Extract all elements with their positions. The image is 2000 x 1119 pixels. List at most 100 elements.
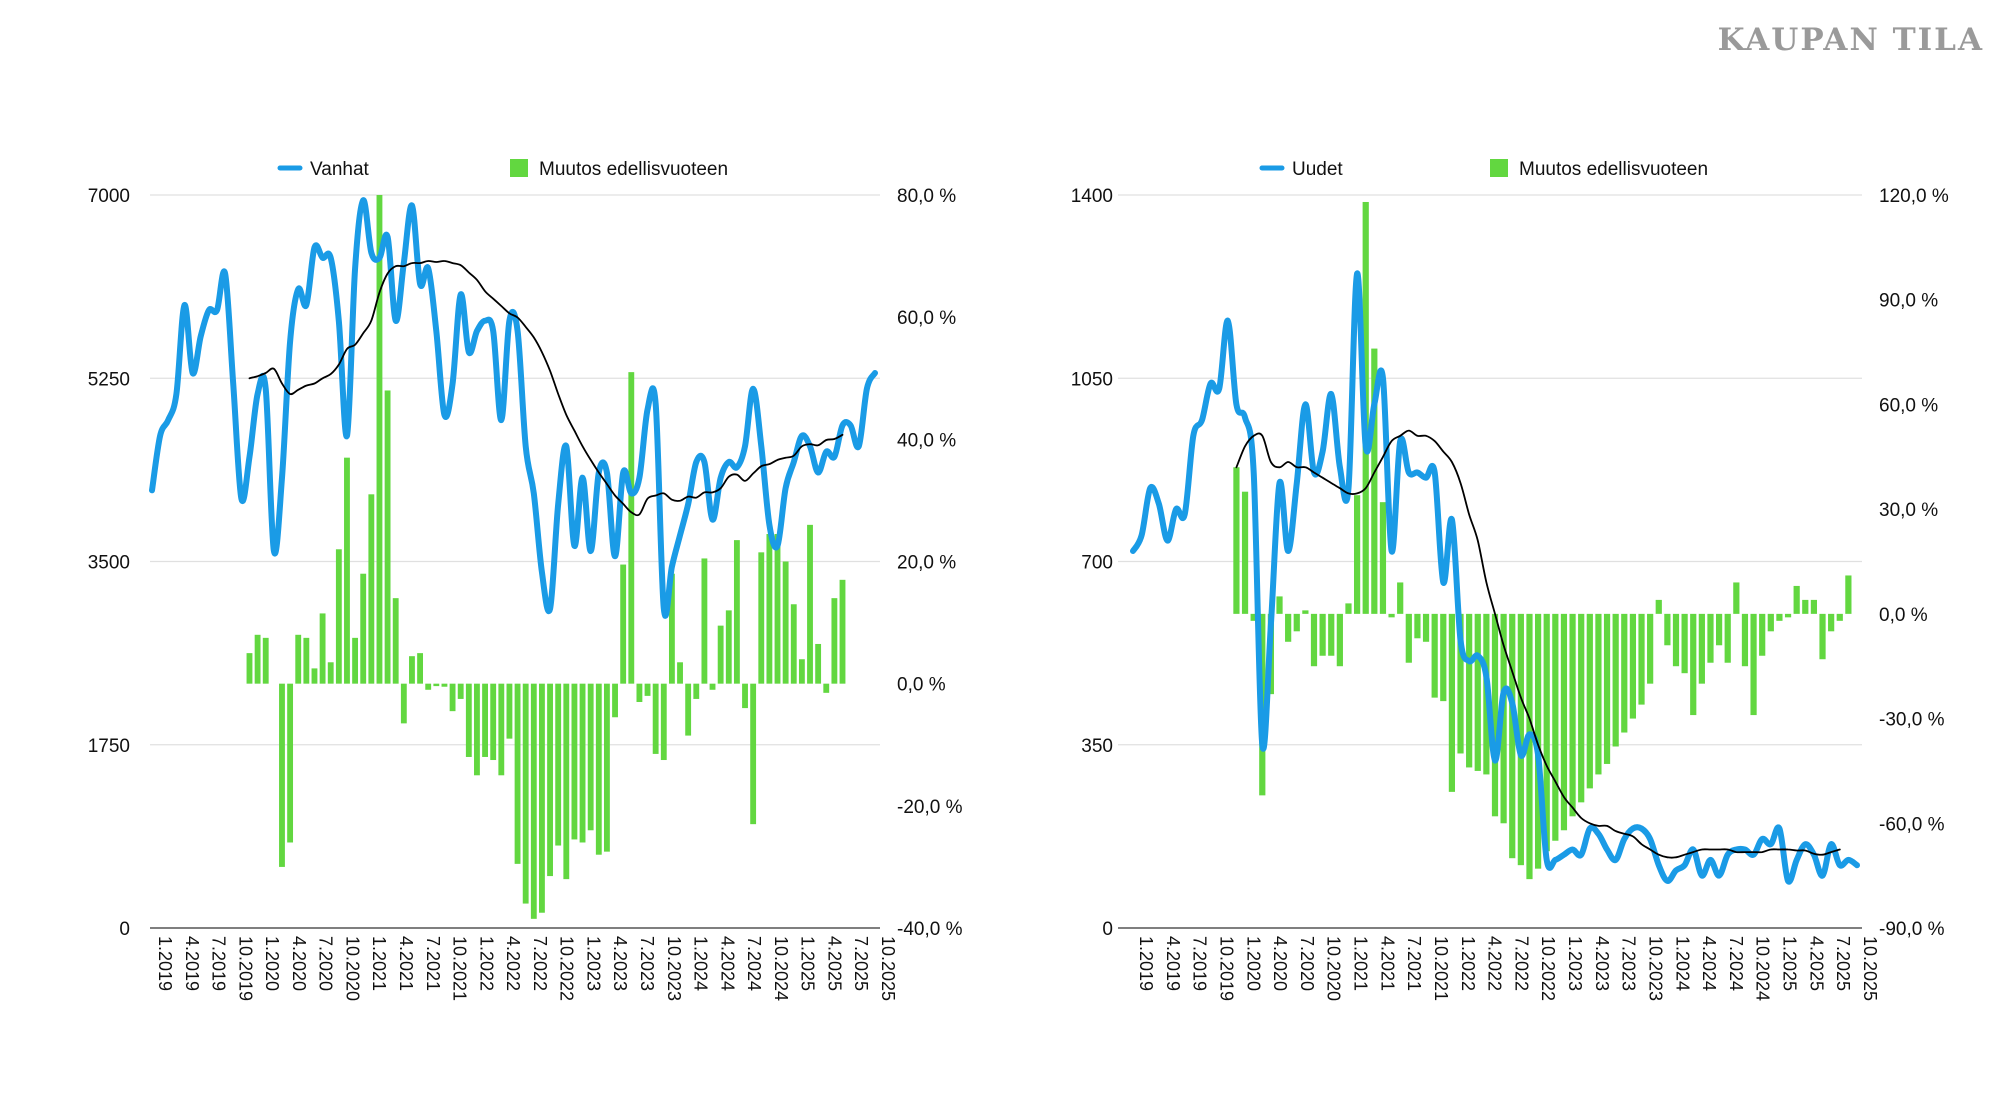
x-tick-label: 10.2023 xyxy=(1645,936,1665,1001)
x-tick-label: 1.2019 xyxy=(1136,936,1156,991)
bar xyxy=(482,683,488,757)
bar xyxy=(1543,613,1550,852)
x-tick-label: 1.2024 xyxy=(1672,936,1692,991)
x-tick-label: 1.2025 xyxy=(798,936,818,991)
bar xyxy=(360,573,367,684)
bar xyxy=(807,524,813,684)
x-tick-label: 4.2023 xyxy=(1592,936,1612,991)
bar xyxy=(1586,613,1593,789)
right-tick-label: 120,0 % xyxy=(1879,186,1949,207)
left-tick-label: 0 xyxy=(1102,919,1113,940)
bar xyxy=(620,564,627,684)
bar xyxy=(652,683,659,754)
bar xyxy=(1371,348,1378,614)
bar xyxy=(522,683,529,904)
bar xyxy=(766,534,773,684)
left-tick-label: 700 xyxy=(1081,553,1113,574)
right-tick-label: -90,0 % xyxy=(1879,919,1945,940)
bar xyxy=(490,683,497,761)
x-tick-label: 7.2020 xyxy=(1297,936,1317,991)
x-tick-label: 7.2025 xyxy=(1833,936,1853,991)
bar xyxy=(1474,613,1481,771)
bar xyxy=(603,683,610,852)
x-tick-label: 1.2022 xyxy=(1458,936,1478,991)
bar xyxy=(311,668,318,684)
bar xyxy=(1466,613,1473,768)
bar xyxy=(685,683,692,736)
left-tick-label: 350 xyxy=(1081,736,1113,757)
bar xyxy=(498,683,505,776)
bar xyxy=(1509,613,1516,859)
x-tick-label: 4.2019 xyxy=(182,936,202,991)
bar xyxy=(441,683,448,687)
bar xyxy=(1285,613,1292,642)
bar xyxy=(1250,613,1257,621)
bar xyxy=(1457,613,1464,754)
bar xyxy=(319,613,326,684)
legend-bar-swatch xyxy=(1490,159,1508,177)
bar xyxy=(303,637,310,684)
bar xyxy=(612,683,618,718)
bar xyxy=(1500,613,1507,824)
bar xyxy=(530,683,537,919)
bar xyxy=(1836,613,1843,621)
bar xyxy=(1336,613,1343,667)
bar xyxy=(368,494,375,684)
x-tick-label: 10.2019 xyxy=(235,936,255,1001)
bar xyxy=(254,634,261,684)
x-tick-label: 1.2020 xyxy=(262,936,282,991)
bar xyxy=(742,683,748,709)
bar xyxy=(1517,613,1524,866)
bar xyxy=(335,549,342,684)
bar xyxy=(1276,596,1283,614)
bar xyxy=(1707,613,1714,663)
x-tick-label: 7.2024 xyxy=(744,936,764,991)
bar xyxy=(1569,613,1576,817)
x-tick-label: 4.2022 xyxy=(1485,936,1505,991)
bar xyxy=(571,683,578,840)
x-tick-label: 10.2024 xyxy=(771,936,791,1001)
x-tick-label: 7.2022 xyxy=(1511,936,1531,991)
bar xyxy=(465,683,472,757)
bar xyxy=(1233,467,1240,614)
x-tick-label: 10.2021 xyxy=(450,936,470,1001)
bar xyxy=(1612,613,1619,747)
bar xyxy=(1405,613,1412,663)
bar xyxy=(774,534,781,684)
bar xyxy=(1621,613,1628,733)
bar xyxy=(1414,613,1421,639)
x-tick-label: 1.2021 xyxy=(1351,936,1371,991)
bar xyxy=(595,683,602,855)
bar xyxy=(1690,613,1697,716)
left-tick-label: 1750 xyxy=(88,736,130,757)
bar xyxy=(1397,582,1404,614)
bar xyxy=(579,683,586,843)
x-tick-label: 10.2024 xyxy=(1753,936,1773,1001)
x-tick-label: 4.2020 xyxy=(289,936,309,991)
bar xyxy=(1328,613,1335,656)
bar xyxy=(1560,613,1568,831)
bar xyxy=(1664,613,1671,646)
bar xyxy=(1819,613,1826,660)
bar xyxy=(287,683,294,843)
x-tick-label: 7.2021 xyxy=(1404,936,1424,991)
left-tick-label: 3500 xyxy=(88,553,130,574)
bar xyxy=(717,625,724,684)
x-tick-label: 10.2025 xyxy=(878,936,898,1001)
bar xyxy=(677,662,683,684)
x-tick-label: 7.2023 xyxy=(637,936,657,991)
bar xyxy=(425,683,432,690)
bar xyxy=(506,683,513,739)
bar xyxy=(376,195,383,684)
x-tick-label: 10.2023 xyxy=(664,936,684,1001)
bar xyxy=(1603,613,1611,764)
x-tick-label: 1.2019 xyxy=(155,936,175,991)
x-tick-label: 1.2020 xyxy=(1243,936,1263,991)
bar xyxy=(1431,613,1438,698)
x-tick-label: 4.2019 xyxy=(1163,936,1183,991)
bar xyxy=(815,643,822,684)
bar xyxy=(1319,613,1326,656)
bar xyxy=(449,683,456,712)
x-tick-label: 4.2020 xyxy=(1270,936,1290,991)
bar xyxy=(563,683,570,880)
